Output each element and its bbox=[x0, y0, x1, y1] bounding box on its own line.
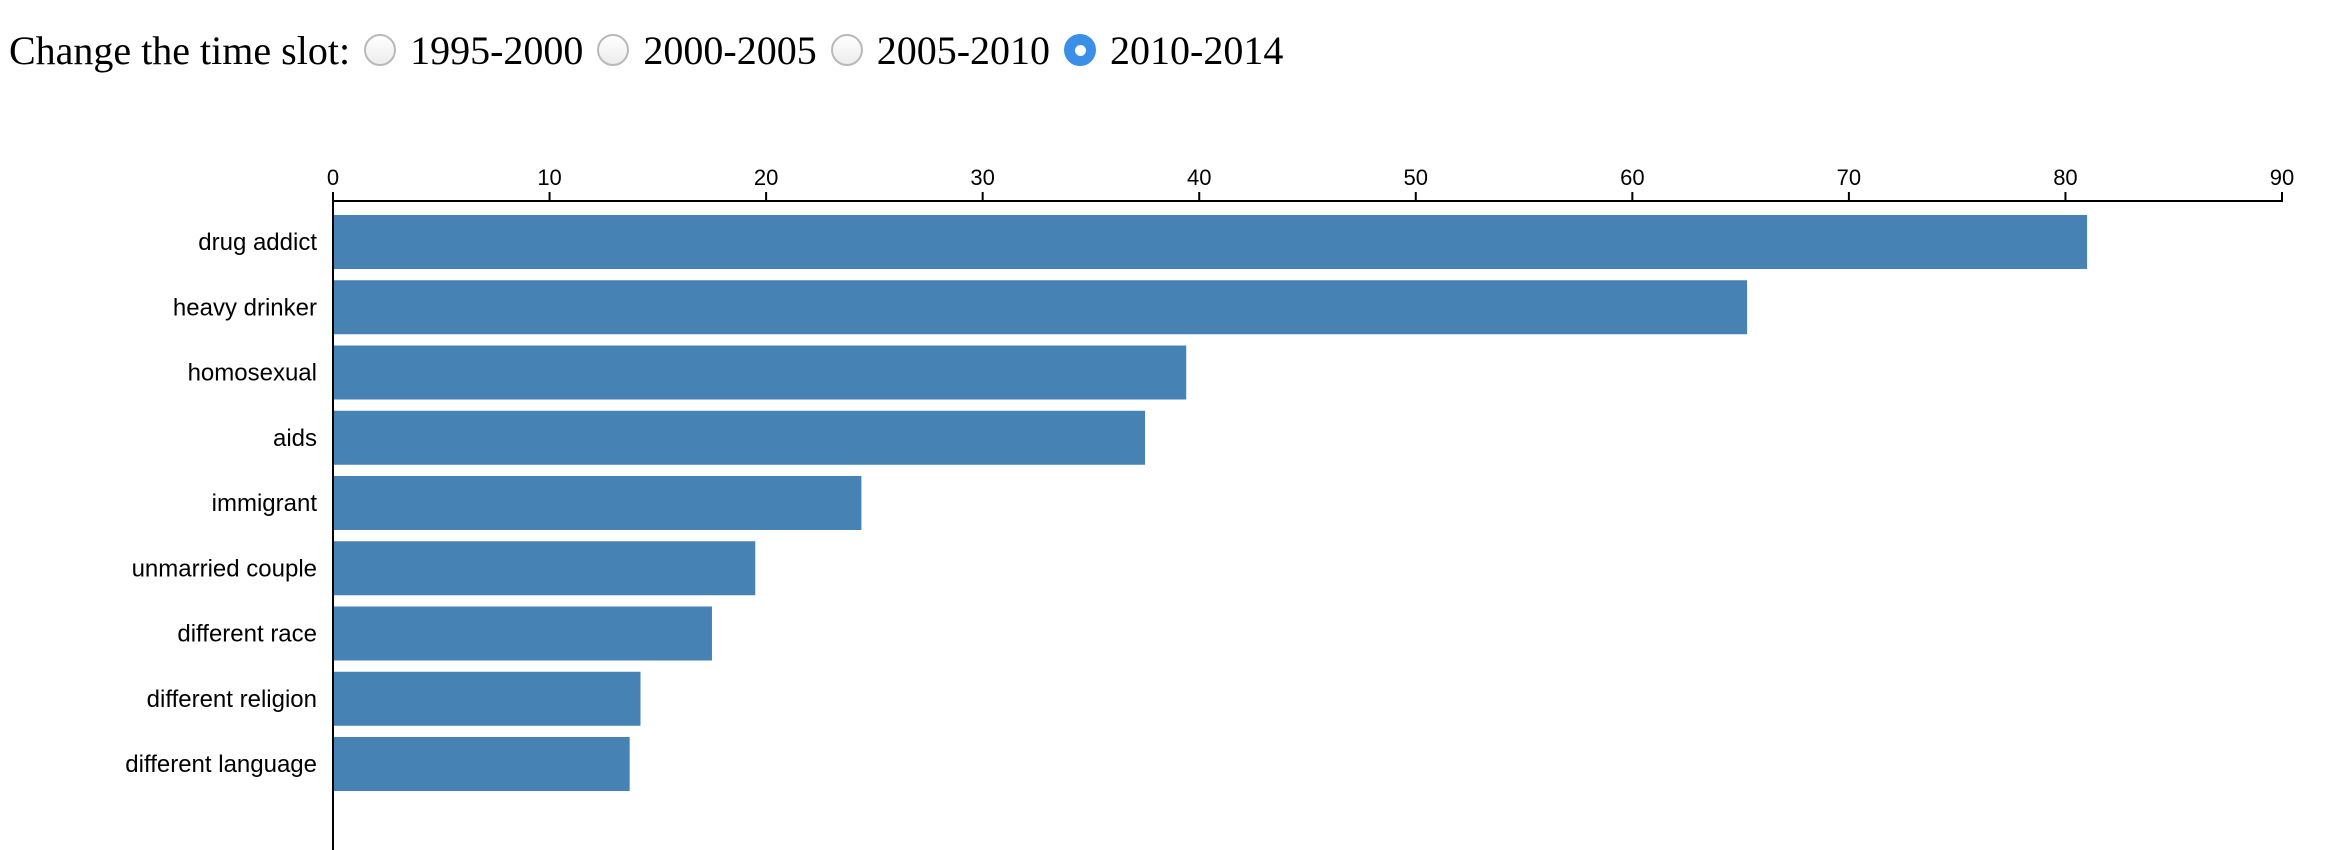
category-label: aids bbox=[273, 425, 317, 452]
x-axis: 0 10 20 30 40 50 60 70 80 90 bbox=[327, 165, 2294, 202]
y-axis: drug addict heavy drinker homosexual aids im… bbox=[125, 201, 334, 850]
bar bbox=[334, 215, 2088, 269]
x-tick-label: 80 bbox=[2053, 165, 2077, 190]
category-label: different language bbox=[125, 751, 317, 778]
time-slot-prompt: Change the time slot: bbox=[9, 27, 351, 73]
category-label: heavy drinker bbox=[173, 294, 317, 321]
x-tick-label: 60 bbox=[1620, 165, 1644, 190]
bar bbox=[334, 410, 1146, 465]
bar bbox=[334, 671, 641, 726]
x-tick-label: 20 bbox=[754, 165, 778, 190]
category-label: immigrant bbox=[212, 490, 318, 517]
x-tick-label: 30 bbox=[970, 165, 994, 190]
time-slot-radio-1995-2000[interactable] bbox=[364, 34, 397, 66]
time-slot-option-2000-2005[interactable]: 2000-2005 bbox=[597, 27, 817, 74]
category-label: different religion bbox=[147, 686, 317, 713]
time-slot-option-2010-2014[interactable]: 2010-2014 bbox=[1064, 27, 1283, 74]
category-label: unmarried couple bbox=[132, 555, 317, 582]
bar bbox=[334, 541, 756, 596]
bar bbox=[334, 345, 1187, 400]
time-slot-label-2005-2010: 2005-2010 bbox=[876, 27, 1051, 73]
bars bbox=[334, 215, 2088, 791]
x-tick-label: 10 bbox=[537, 165, 561, 190]
time-slot-option-2005-2010[interactable]: 2005-2010 bbox=[830, 27, 1051, 74]
time-slot-label-1995-2000: 1995-2000 bbox=[410, 27, 584, 73]
bar bbox=[334, 606, 712, 661]
bar bbox=[334, 280, 1748, 335]
time-slot-radio-2010-2014[interactable] bbox=[1064, 34, 1097, 66]
x-tick-label: 50 bbox=[1404, 165, 1428, 190]
time-slot-radio-2005-2010[interactable] bbox=[830, 34, 863, 66]
bar bbox=[334, 737, 630, 791]
x-tick-label: 70 bbox=[1837, 165, 1861, 190]
bar bbox=[334, 476, 862, 530]
x-axis-line bbox=[332, 192, 2283, 202]
time-slot-controls: Change the time slot: 1995-2000 2000-200… bbox=[9, 22, 1297, 78]
x-tick-label: 90 bbox=[2270, 165, 2294, 190]
time-slot-option-1995-2000[interactable]: 1995-2000 bbox=[364, 27, 583, 74]
time-slot-label-2010-2014: 2010-2014 bbox=[1110, 27, 1284, 73]
x-tick-label: 40 bbox=[1187, 165, 1211, 190]
time-slot-label-2000-2005: 2000-2005 bbox=[643, 27, 817, 73]
category-label: different race bbox=[177, 621, 317, 648]
x-tick-label: 0 bbox=[327, 165, 339, 190]
category-label: drug addict bbox=[198, 229, 317, 256]
time-slot-radio-2000-2005[interactable] bbox=[597, 34, 630, 66]
category-label: homosexual bbox=[188, 360, 317, 387]
